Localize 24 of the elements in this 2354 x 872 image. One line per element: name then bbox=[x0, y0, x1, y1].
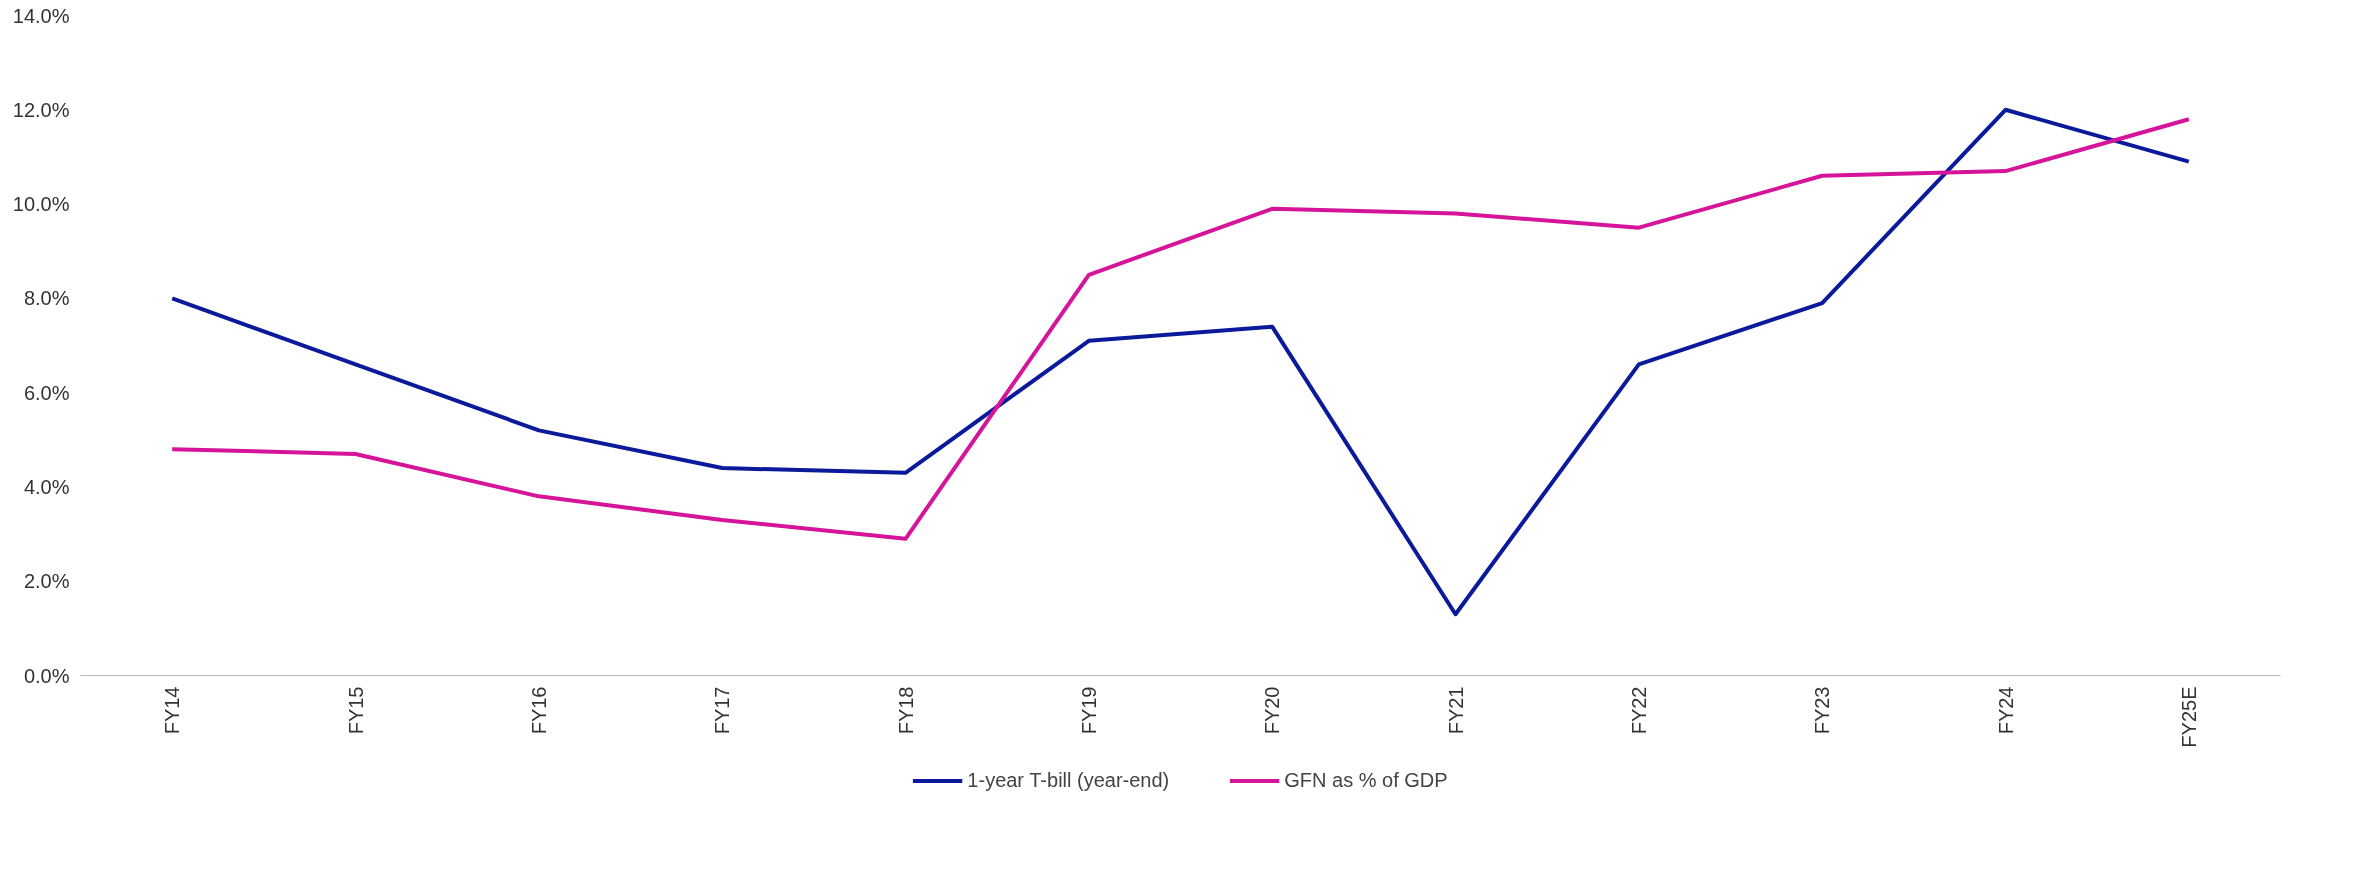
y-tick-label: 10.0% bbox=[12, 193, 70, 216]
y-tick-label: 14.0% bbox=[12, 4, 70, 27]
y-tick-label: 6.0% bbox=[23, 381, 70, 404]
x-tick-label: FY18 bbox=[894, 686, 917, 735]
y-tick-label: 8.0% bbox=[23, 287, 70, 310]
x-tick-label: FY24 bbox=[1994, 686, 2017, 735]
y-tick-label: 0.0% bbox=[23, 664, 70, 687]
line-series bbox=[170, 107, 2191, 617]
x-tick-label: FY15 bbox=[344, 686, 367, 735]
x-tick-label: FY23 bbox=[1811, 686, 1834, 735]
x-tick-label: FY16 bbox=[527, 686, 550, 735]
x-tick-label: FY21 bbox=[1444, 686, 1467, 735]
y-tick-label: 12.0% bbox=[12, 98, 70, 121]
legend-label: GFN as % of GDP bbox=[1284, 768, 1448, 792]
x-tick-label: FY19 bbox=[1077, 686, 1100, 735]
legend-label: 1-year T-bill (year-end) bbox=[967, 768, 1170, 792]
y-tick-label: 4.0% bbox=[23, 475, 70, 498]
x-tick-label: FY25E bbox=[2177, 686, 2200, 748]
x-tick-label: FY14 bbox=[161, 686, 184, 735]
line-series bbox=[170, 117, 2191, 541]
x-tick-label: FY17 bbox=[711, 686, 734, 735]
x-tick-label: FY22 bbox=[1627, 686, 1650, 735]
y-tick-label: 2.0% bbox=[23, 570, 70, 593]
x-tick-label: FY20 bbox=[1261, 686, 1284, 735]
